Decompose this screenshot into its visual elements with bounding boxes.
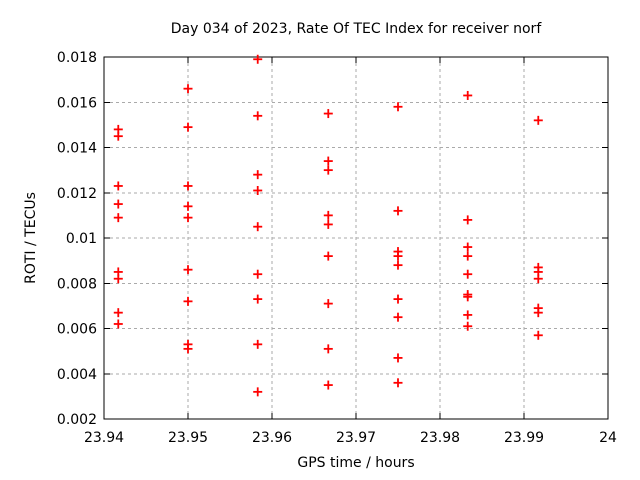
y-tick-label: 0.012 [57, 186, 97, 202]
data-point-marker [253, 54, 263, 64]
data-points [113, 54, 543, 397]
data-point-marker [323, 156, 333, 166]
data-point-marker [463, 269, 473, 279]
data-point-marker [253, 387, 263, 397]
x-tick-label: 23.97 [336, 430, 376, 446]
x-tick-label: 23.94 [84, 430, 124, 446]
y-tick-label: 0.01 [66, 231, 97, 247]
x-tick-label: 23.95 [168, 430, 208, 446]
data-point-marker [253, 339, 263, 349]
data-point-marker [253, 222, 263, 232]
data-point-marker [393, 251, 403, 261]
data-point-marker [113, 199, 123, 209]
data-point-marker [253, 294, 263, 304]
data-point-marker [393, 260, 403, 270]
data-point-marker [323, 251, 333, 261]
x-axis-label: GPS time / hours [297, 455, 414, 471]
data-point-marker [393, 102, 403, 112]
data-point-marker [183, 265, 193, 275]
data-point-marker [183, 213, 193, 223]
x-tick-label: 23.98 [420, 430, 460, 446]
data-point-marker [323, 109, 333, 119]
y-tick-label: 0.018 [57, 50, 97, 66]
y-tick-label: 0.004 [57, 367, 97, 383]
data-point-marker [253, 269, 263, 279]
data-point-marker [533, 274, 543, 284]
gridlines [104, 57, 608, 419]
data-point-marker [183, 296, 193, 306]
data-point-marker [113, 131, 123, 141]
y-tick-labels: 0.002 0.004 0.006 0.008 0.01 0.012 0.014 0.016 0… [57, 50, 97, 428]
data-point-marker [393, 378, 403, 388]
data-point-marker [323, 299, 333, 309]
x-tick-labels: 23.94 23.95 23.96 23.97 23.98 23.99 24 [84, 430, 617, 446]
data-point-marker [113, 319, 123, 329]
data-point-marker [393, 206, 403, 216]
data-point-marker [463, 215, 473, 225]
x-tick-label: 23.96 [252, 430, 292, 446]
data-point-marker [113, 274, 123, 284]
data-point-marker [393, 312, 403, 322]
y-tick-label: 0.002 [57, 412, 97, 428]
data-point-marker [533, 115, 543, 125]
data-point-marker [323, 344, 333, 354]
data-point-marker [323, 165, 333, 175]
data-point-marker [183, 122, 193, 132]
data-point-marker [323, 380, 333, 390]
y-tick-label: 0.008 [57, 276, 97, 292]
data-point-marker [323, 219, 333, 229]
data-point-marker [463, 90, 473, 100]
data-point-marker [323, 210, 333, 220]
data-point-marker [183, 181, 193, 191]
data-point-marker [463, 242, 473, 252]
y-tick-label: 0.014 [57, 141, 97, 157]
data-point-marker [533, 330, 543, 340]
data-point-marker [113, 213, 123, 223]
data-point-marker [183, 201, 193, 211]
data-point-marker [463, 321, 473, 331]
data-point-marker [463, 310, 473, 320]
data-point-marker [113, 308, 123, 318]
data-point-marker [533, 308, 543, 318]
data-point-marker [393, 294, 403, 304]
data-point-marker [463, 251, 473, 261]
y-axis-label: ROTI / TECUs [23, 192, 39, 284]
tick-marks [103, 56, 609, 420]
data-point-marker [253, 185, 263, 195]
chart-title: Day 034 of 2023, Rate Of TEC Index for r… [171, 21, 543, 37]
x-tick-label: 23.99 [504, 430, 544, 446]
data-point-marker [393, 353, 403, 363]
x-tick-label: 24 [599, 430, 617, 446]
data-point-marker [253, 111, 263, 121]
data-point-marker [253, 170, 263, 180]
data-point-marker [183, 84, 193, 94]
y-tick-label: 0.016 [57, 95, 97, 111]
y-tick-label: 0.006 [57, 322, 97, 338]
data-point-marker [113, 181, 123, 191]
data-point-marker [463, 292, 473, 302]
data-point-marker [183, 344, 193, 354]
